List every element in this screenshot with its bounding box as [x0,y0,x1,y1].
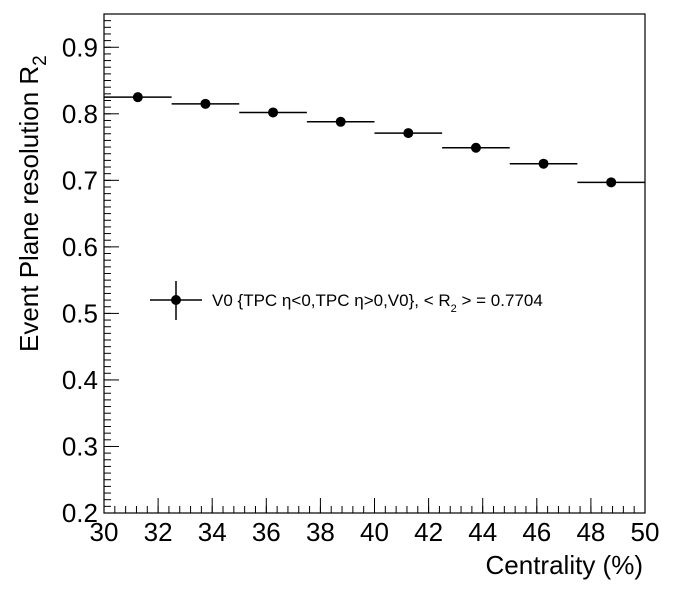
data-point [268,107,279,118]
data-point [538,158,549,169]
y-axis-title-subscript: 2 [30,55,51,66]
x-tick-label: 36 [252,517,281,547]
legend-text-part3: >0,V0}, < R [364,291,451,310]
y-tick-label: 0.4 [62,365,98,395]
ticks-layer: 30 32 34 36 38 40 42 44 46 48 50 0.2 0.3 0.4 0.5 0.6 0.7… [62,13,660,547]
x-tick-label: 46 [522,517,551,547]
legend-text-part4: > = 0.7704 [457,291,543,310]
x-tick-label: 34 [198,517,227,547]
legend-eta-2: η [354,291,363,310]
y-tick-label: 0.8 [62,99,98,129]
y-tick-label: 0.9 [62,32,98,62]
x-tick-label: 30 [90,517,119,547]
x-tick-label: 38 [306,517,335,547]
x-tick-label: 42 [414,517,443,547]
x-tick-label: 40 [360,517,389,547]
y-tick-label: 0.2 [62,498,98,528]
legend-text-part1: V0 {TPC [212,291,282,310]
data-point [606,177,617,188]
data-point [132,92,143,103]
y-tick-label: 0.3 [62,431,98,461]
x-axis-title: Centrality (%) [486,550,643,580]
x-tick-label: 32 [144,517,173,547]
legend-marker-dot [171,295,181,305]
data-point [403,128,414,139]
data-point [470,142,481,153]
y-tick-label: 0.5 [62,298,98,328]
legend: V0 {TPC η<0,TPC η>0,V0}, < R2 > = 0.7704 [150,281,543,320]
legend-eta-1: η [282,291,291,310]
y-tick-label: 0.7 [62,165,98,195]
data-point [335,116,346,127]
data-point [200,98,211,109]
y-axis-title-main: Event Plane resolution R [14,66,44,352]
legend-text-part2: <0,TPC [291,291,354,310]
legend-label: V0 {TPC η<0,TPC η>0,V0}, < R2 > = 0.7704 [212,291,543,315]
x-tick-label: 50 [631,517,660,547]
y-tick-label: 0.6 [62,232,98,262]
x-tick-label: 48 [576,517,605,547]
x-tick-label: 44 [468,517,497,547]
legend-subscript: 2 [451,303,457,315]
data-points-layer [104,92,645,188]
y-axis-title: Event Plane resolution R2 [14,55,51,352]
